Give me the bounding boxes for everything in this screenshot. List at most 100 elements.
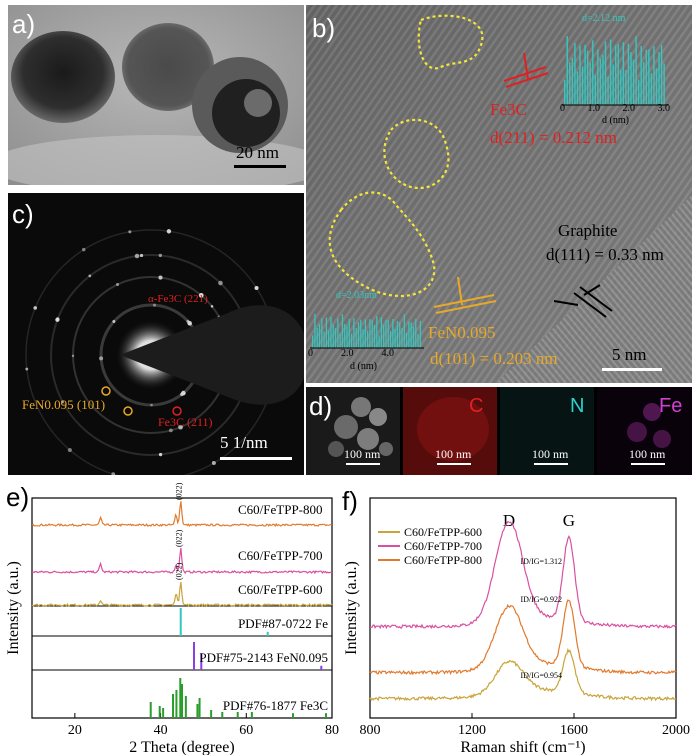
profile-bar	[328, 330, 330, 348]
profile-bar	[360, 319, 362, 348]
diffraction-spot	[181, 390, 186, 396]
eds-map-nitrogen: N 100 nm	[500, 387, 594, 475]
x-axis-label: Raman shift (cm⁻¹)	[460, 739, 585, 755]
eds-scale-bar	[534, 463, 568, 465]
profile-bar	[648, 49, 650, 105]
diffraction-spot	[189, 322, 192, 326]
eds-scale-bar	[631, 463, 665, 465]
x-tick-label: 40	[154, 723, 168, 738]
eds-map-iron: Fe 100 nm	[597, 387, 692, 475]
raman-spectrum-line	[369, 647, 677, 702]
x-axis-label: 2 Theta (degree)	[129, 739, 234, 755]
diffraction-spot	[55, 317, 60, 322]
diffraction-spot	[158, 452, 163, 457]
profile-bar	[574, 42, 576, 105]
scale-bar-a-label: 20 nm	[236, 143, 279, 162]
carbon-signal	[403, 387, 497, 475]
panel-f-label: f)	[342, 486, 358, 516]
scale-bar-b-label: 5 nm	[612, 345, 647, 364]
panel-a-tem-image: a) 20 nm	[8, 5, 304, 185]
ring-label-alpha-fe3c: α-Fe3C (221)	[148, 293, 208, 305]
fe3c-spacing: d(211) = 0.212 nm	[490, 128, 618, 147]
profile-bar	[584, 44, 586, 105]
panel-d-eds-maps: d) 100 nm C 100 nm N 100 nm Fe 100 nm	[306, 387, 692, 475]
diffraction-spot	[198, 292, 204, 298]
peak-index-label: (022)	[175, 482, 184, 500]
inset-top-title: d=2.12 nm	[582, 13, 626, 24]
x-tick-label: 20	[68, 723, 82, 738]
raman-plot-frame	[369, 497, 677, 719]
profile-bar	[348, 318, 350, 348]
profile-bar	[385, 319, 387, 348]
profile-bar	[581, 66, 584, 105]
profile-bar	[325, 317, 328, 348]
iron-signal	[627, 403, 671, 448]
graphite-title: Graphite	[558, 221, 618, 240]
eds-map-haadf: d) 100 nm	[306, 387, 400, 475]
raman-plot: 800 1200 1600 2000 Raman shift (cm⁻¹) Intensi…	[343, 497, 690, 755]
profile-bar	[332, 324, 334, 348]
profile-bar	[376, 316, 378, 348]
x-tick-label: 1200	[458, 723, 486, 738]
profile-bar	[396, 321, 399, 348]
diffraction-rings	[25, 229, 304, 475]
intensity-ratio-label: ID/IG=1.312	[520, 557, 562, 566]
profile-bar	[635, 36, 637, 105]
profile-bar	[650, 73, 653, 105]
profile-bar	[569, 62, 571, 105]
inset-bottom-ticks: 0 2.0 4.0	[308, 348, 394, 359]
diffraction-spot	[254, 286, 259, 291]
profile-bar	[346, 325, 348, 348]
peak-index-label: (022)	[175, 529, 184, 547]
profile-bar	[362, 329, 364, 348]
tick: 0	[308, 348, 313, 359]
panel-c-saed-pattern: c) α-Fe3C (221) FeN0.095 (101) Fe3C (211…	[8, 193, 304, 475]
scale-bar-a	[234, 165, 286, 168]
inset-bottom-title: d=2.03nm	[336, 290, 377, 301]
profile-bar	[394, 329, 396, 348]
diffraction-spot	[178, 424, 183, 430]
panel-f-raman-chart: 800 1200 1600 2000 Raman shift (cm⁻¹) Intensi…	[340, 478, 700, 755]
diffraction-spot	[128, 230, 132, 234]
profile-bar	[367, 330, 369, 348]
profile-bar	[576, 71, 579, 105]
inset-top-xlabel: d (nm)	[602, 115, 629, 126]
profile-bar	[599, 58, 602, 105]
diffraction-spot	[67, 447, 72, 453]
profile-bar	[640, 46, 642, 105]
diffraction-spot	[152, 303, 157, 307]
profile-bar	[312, 335, 314, 348]
profile-bar	[401, 327, 403, 348]
x-tick-label: 2000	[662, 723, 690, 738]
profile-bar	[378, 335, 380, 348]
diffraction-spot	[115, 283, 120, 287]
profile-bar	[408, 321, 410, 348]
profile-bar	[392, 319, 394, 348]
profile-bar	[607, 76, 609, 105]
xrd-pattern-line	[31, 582, 333, 608]
profile-bar	[564, 79, 566, 105]
fen-title: FeN0.095	[428, 323, 496, 342]
intensity-ratio-label: ID/IG=0.922	[520, 595, 562, 604]
profile-bar	[658, 51, 660, 105]
profile-bar	[592, 40, 594, 106]
eds-scale-bar	[437, 463, 471, 465]
profile-bar	[314, 313, 316, 348]
profile-bar	[403, 314, 405, 348]
raman-spectrum-line	[369, 521, 677, 630]
profile-bar	[383, 324, 385, 348]
raman-spectrum-line	[369, 599, 677, 676]
diffraction-spot	[166, 229, 172, 234]
profile-bar	[353, 318, 355, 348]
profile-bar	[602, 54, 604, 105]
y-axis-label: Intensity (a.u.)	[5, 561, 22, 655]
diffraction-spot	[169, 428, 173, 433]
xrd-pattern-line	[31, 501, 333, 528]
profile-bar	[339, 333, 341, 348]
diffraction-spot	[186, 319, 190, 323]
panel-c-label: c)	[12, 199, 34, 229]
tick: 0	[560, 103, 565, 114]
eds-map-scale-label: 100 nm	[532, 447, 569, 461]
x-tick-label: 60	[239, 723, 253, 738]
tem-particles	[8, 5, 304, 185]
